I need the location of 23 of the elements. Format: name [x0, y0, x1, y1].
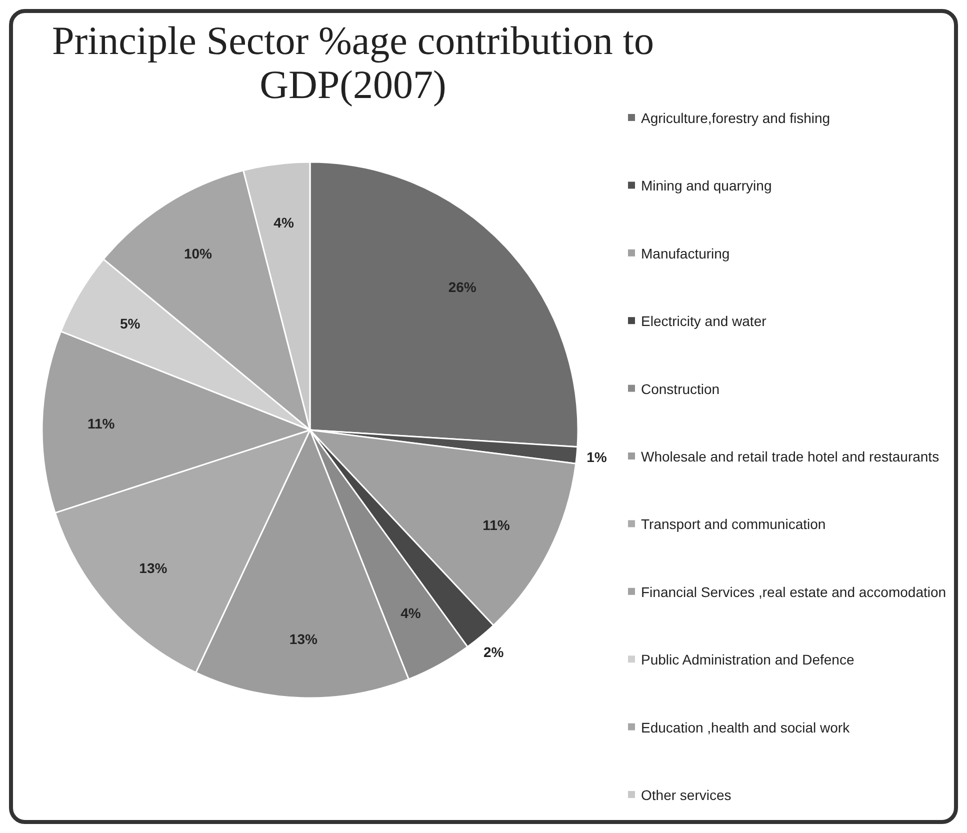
data-label: 4% [274, 214, 294, 231]
data-label: 5% [120, 316, 141, 332]
legend-label: Construction [641, 380, 720, 397]
legend-label: Manufacturing [641, 245, 730, 262]
legend-label: Financial Services ,real estate and accomodation [641, 584, 946, 600]
data-label: 11% [87, 415, 116, 432]
legend-label: Education ,health and social work [641, 719, 851, 736]
data-label: 26% [448, 278, 477, 295]
data-label: 10% [184, 246, 213, 262]
data-label: 13% [289, 630, 318, 647]
legend-label: Wholesale and retail trade hotel and restaurants [641, 448, 940, 464]
legend-label: Other services [641, 787, 732, 803]
legend-label: Electricity and water [641, 313, 767, 330]
legend-label: Transport and communication [641, 516, 826, 532]
legend-label: Agriculture,forestry and fishing [641, 110, 830, 126]
legend-label: Public Administration and Defence [641, 652, 854, 668]
chart-title: Principle Sector %age contribution to GDP(2007) [52, 18, 654, 107]
legend-label: Mining and quarrying [641, 178, 772, 194]
data-label: 1% [586, 449, 608, 466]
data-label: 2% [483, 644, 504, 660]
data-label: 13% [139, 560, 168, 576]
data-label: 4% [400, 605, 422, 622]
data-label: 11% [482, 516, 510, 533]
